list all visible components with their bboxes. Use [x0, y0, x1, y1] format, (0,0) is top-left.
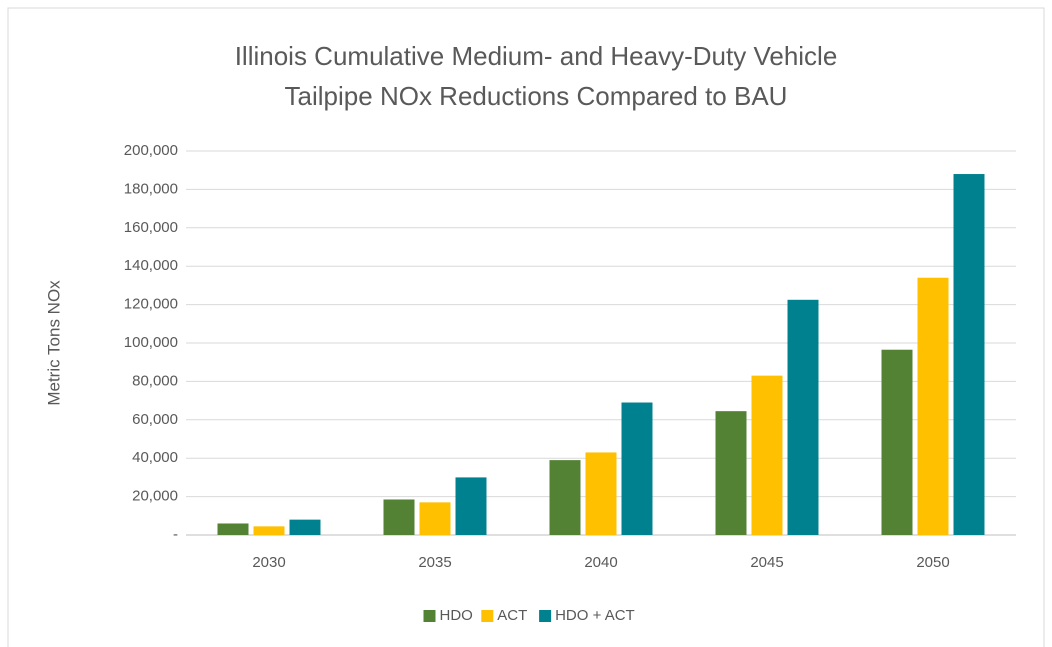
y-tick-label: 180,000	[124, 180, 178, 197]
legend-label: ACT	[497, 607, 527, 624]
y-tick-label: 140,000	[124, 257, 178, 274]
x-tick-label: 2040	[584, 554, 617, 571]
bar	[289, 519, 321, 535]
y-tick-label: 120,000	[124, 296, 178, 313]
y-tick-label: 160,000	[124, 219, 178, 236]
bar	[751, 375, 783, 535]
legend-swatch	[423, 610, 436, 622]
y-tick-label: 20,000	[132, 488, 178, 505]
x-tick-label: 2050	[916, 554, 949, 571]
y-tick-label: 200,000	[124, 142, 178, 159]
bar	[253, 526, 285, 535]
bar	[787, 299, 819, 535]
bar	[455, 477, 487, 535]
y-tick-label: 80,000	[132, 372, 178, 389]
bar	[917, 277, 949, 535]
legend-swatch	[481, 610, 494, 622]
x-tick-label: 2035	[418, 554, 451, 571]
legend-label: HDO + ACT	[555, 607, 635, 624]
y-tick-label: 60,000	[132, 411, 178, 428]
y-axis-label: Metric Tons NOx	[44, 280, 63, 406]
x-tick-label: 2045	[750, 554, 783, 571]
bar	[419, 502, 451, 535]
bar	[383, 499, 415, 535]
bar	[585, 452, 617, 535]
y-tick-label: 40,000	[132, 449, 178, 466]
bar	[621, 402, 653, 535]
chart-title: Illinois Cumulative Medium- and Heavy-Du…	[235, 41, 838, 71]
y-tick-label: 100,000	[124, 334, 178, 351]
x-tick-label: 2030	[252, 554, 285, 571]
chart-border	[7, 7, 1045, 647]
bar	[953, 174, 985, 536]
bar	[217, 523, 249, 535]
legend-swatch	[539, 610, 552, 622]
y-tick-label: -	[173, 526, 178, 543]
legend-label: HDO	[440, 607, 473, 624]
chart-title: Tailpipe NOx Reductions Compared to BAU	[285, 81, 788, 111]
bar	[881, 349, 913, 535]
bar	[715, 411, 747, 535]
bar	[549, 460, 581, 535]
